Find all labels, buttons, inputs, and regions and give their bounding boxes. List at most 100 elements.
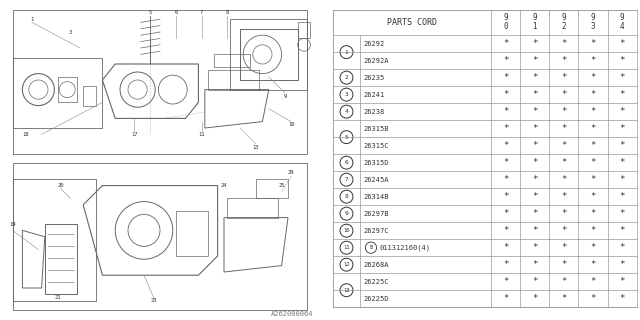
- Text: *: *: [503, 90, 508, 99]
- Text: 26268A: 26268A: [364, 262, 389, 268]
- Text: 17: 17: [131, 132, 138, 137]
- Bar: [227, 198, 278, 218]
- Text: 9
3: 9 3: [591, 13, 595, 31]
- Text: *: *: [620, 141, 625, 150]
- Bar: [13, 179, 96, 301]
- Text: 5: 5: [344, 135, 348, 140]
- Text: *: *: [620, 243, 625, 252]
- Text: 26292A: 26292A: [364, 58, 389, 64]
- Text: *: *: [503, 56, 508, 65]
- Text: *: *: [620, 192, 625, 201]
- Text: 7: 7: [200, 10, 204, 15]
- Text: *: *: [532, 158, 538, 167]
- Text: 9
1: 9 1: [532, 13, 537, 31]
- Text: *: *: [532, 209, 538, 218]
- Text: *: *: [503, 260, 508, 269]
- Text: *: *: [620, 260, 625, 269]
- Text: 2: 2: [344, 75, 348, 80]
- Text: *: *: [532, 175, 538, 184]
- Text: *: *: [590, 243, 596, 252]
- Text: *: *: [503, 175, 508, 184]
- Text: *: *: [561, 56, 566, 65]
- Text: 1: 1: [344, 50, 348, 55]
- Text: 26297B: 26297B: [364, 211, 389, 217]
- Text: *: *: [590, 141, 596, 150]
- Text: *: *: [620, 124, 625, 133]
- Text: *: *: [561, 277, 566, 286]
- Text: 26235: 26235: [364, 75, 385, 81]
- Text: *: *: [532, 141, 538, 150]
- Text: *: *: [532, 39, 538, 48]
- Text: *: *: [503, 226, 508, 235]
- Text: 9: 9: [344, 211, 348, 216]
- Text: PARTS CORD: PARTS CORD: [387, 18, 437, 27]
- Text: *: *: [503, 124, 508, 133]
- Text: *: *: [590, 277, 596, 286]
- Text: *: *: [590, 175, 596, 184]
- Text: *: *: [620, 226, 625, 235]
- Text: 5: 5: [148, 10, 152, 15]
- Text: *: *: [590, 124, 596, 133]
- Text: 3: 3: [68, 29, 72, 35]
- Text: 26238: 26238: [364, 108, 385, 115]
- Text: *: *: [532, 226, 538, 235]
- Bar: [208, 70, 259, 90]
- Text: 26297C: 26297C: [364, 228, 389, 234]
- Text: 9
0: 9 0: [503, 13, 508, 31]
- Text: 8: 8: [225, 10, 229, 15]
- Bar: [230, 19, 307, 90]
- Text: 26315D: 26315D: [364, 160, 389, 166]
- Text: *: *: [620, 277, 625, 286]
- Text: *: *: [590, 209, 596, 218]
- Text: 9
4: 9 4: [620, 13, 625, 31]
- Text: 6: 6: [174, 10, 178, 15]
- Text: *: *: [561, 39, 566, 48]
- Text: 21: 21: [54, 295, 61, 300]
- Text: 13: 13: [343, 288, 349, 293]
- Text: *: *: [532, 107, 538, 116]
- Text: *: *: [503, 277, 508, 286]
- Text: *: *: [590, 158, 596, 167]
- Text: 23: 23: [150, 298, 157, 303]
- Text: 26225C: 26225C: [364, 279, 389, 285]
- Text: A262000064: A262000064: [271, 311, 314, 317]
- Bar: [58, 77, 77, 102]
- Bar: [214, 54, 250, 67]
- Text: *: *: [532, 243, 538, 252]
- Bar: [83, 86, 96, 106]
- Text: *: *: [590, 56, 596, 65]
- Text: *: *: [503, 243, 508, 252]
- Text: *: *: [620, 209, 625, 218]
- Text: 26225D: 26225D: [364, 296, 389, 302]
- Bar: [176, 211, 208, 256]
- Text: *: *: [503, 158, 508, 167]
- Text: *: *: [590, 226, 596, 235]
- Text: *: *: [590, 39, 596, 48]
- Text: 18: 18: [22, 132, 29, 137]
- Text: *: *: [620, 90, 625, 99]
- Text: 24: 24: [221, 183, 227, 188]
- Text: *: *: [561, 90, 566, 99]
- Text: 1: 1: [30, 17, 34, 22]
- Text: *: *: [532, 260, 538, 269]
- Text: 26241: 26241: [364, 92, 385, 98]
- Text: *: *: [532, 73, 538, 82]
- Text: *: *: [590, 294, 596, 303]
- Text: *: *: [561, 158, 566, 167]
- Text: 10: 10: [343, 228, 349, 233]
- Text: *: *: [532, 294, 538, 303]
- Text: 011312160(4): 011312160(4): [380, 244, 431, 251]
- Text: 8: 8: [344, 194, 348, 199]
- Text: 26292: 26292: [364, 41, 385, 47]
- Text: *: *: [620, 39, 625, 48]
- Text: B: B: [369, 245, 372, 250]
- Text: *: *: [561, 124, 566, 133]
- Text: *: *: [561, 73, 566, 82]
- Text: *: *: [532, 124, 538, 133]
- Text: 12: 12: [343, 262, 349, 267]
- Text: *: *: [561, 141, 566, 150]
- Text: *: *: [561, 260, 566, 269]
- Text: *: *: [620, 158, 625, 167]
- Text: *: *: [503, 294, 508, 303]
- Text: 26315C: 26315C: [364, 143, 389, 149]
